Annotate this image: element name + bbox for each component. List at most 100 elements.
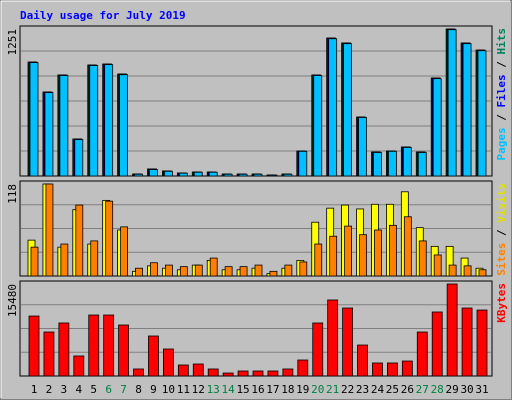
bar xyxy=(223,173,233,177)
bar xyxy=(477,50,487,177)
x-tick-label: 1 xyxy=(31,383,38,396)
bar xyxy=(401,360,413,377)
bar xyxy=(359,234,367,277)
bar xyxy=(431,311,443,377)
bar xyxy=(193,171,203,177)
bar xyxy=(192,363,204,377)
bar xyxy=(60,243,69,277)
bar xyxy=(90,240,99,277)
x-tick-label: 13 xyxy=(207,383,220,396)
bar xyxy=(402,147,412,177)
bar xyxy=(312,322,324,377)
x-tick-label: 30 xyxy=(460,383,473,396)
bar xyxy=(373,152,382,177)
x-tick-label: 4 xyxy=(75,383,82,396)
legend-entry: Hits xyxy=(495,28,508,55)
legend-separator: / xyxy=(495,108,508,128)
bar xyxy=(374,229,382,277)
x-tick-label: 23 xyxy=(356,383,369,396)
y-tick-label: 15480 xyxy=(6,284,19,317)
x-tick-label: 21 xyxy=(326,383,339,396)
bar xyxy=(163,170,173,177)
legend-entry: Files xyxy=(495,74,508,107)
bar xyxy=(43,331,55,377)
bar xyxy=(105,200,114,277)
bar xyxy=(44,92,54,177)
bar xyxy=(329,235,338,277)
x-tick-label: 6 xyxy=(105,383,112,396)
bar xyxy=(164,264,173,277)
bar xyxy=(59,75,69,177)
bar xyxy=(103,314,115,377)
bar xyxy=(448,264,457,277)
bar xyxy=(89,65,99,177)
bar xyxy=(463,265,472,277)
bar xyxy=(314,243,323,277)
x-tick-label: 27 xyxy=(416,383,429,396)
bar xyxy=(417,152,427,177)
bar xyxy=(342,307,354,377)
bar xyxy=(149,169,158,177)
bar xyxy=(476,309,488,377)
bar xyxy=(104,64,114,177)
bar xyxy=(74,139,84,177)
bar xyxy=(433,254,442,277)
legend: Pages / Files / Hits xyxy=(495,28,508,161)
bar xyxy=(45,183,54,277)
bar xyxy=(88,314,100,377)
legend-entry: Pages xyxy=(495,127,508,160)
x-tick-label: 28 xyxy=(431,383,444,396)
x-tick-label: 14 xyxy=(222,383,236,396)
x-tick-label: 31 xyxy=(475,383,488,396)
bar xyxy=(75,204,84,277)
bar xyxy=(58,322,70,377)
x-tick-label: 8 xyxy=(135,383,142,396)
x-tick-label: 11 xyxy=(177,383,190,396)
legend: KBytes xyxy=(495,283,508,323)
x-tick-label: 9 xyxy=(150,383,157,396)
bar xyxy=(239,266,248,277)
bar xyxy=(134,173,143,177)
bar xyxy=(432,78,442,177)
bar xyxy=(372,362,383,377)
legend-separator: / xyxy=(495,223,508,243)
bar xyxy=(135,267,143,277)
bar xyxy=(358,117,367,177)
bar xyxy=(416,331,428,377)
bar xyxy=(462,43,472,177)
bar xyxy=(30,246,39,277)
bar xyxy=(162,348,174,377)
bar xyxy=(343,43,353,177)
x-tick-label: 18 xyxy=(281,383,294,396)
y-tick-label: 1251 xyxy=(6,29,19,56)
bar xyxy=(177,364,189,377)
bar xyxy=(328,38,338,177)
bar xyxy=(388,224,397,277)
x-tick-label: 10 xyxy=(162,383,175,396)
bar xyxy=(327,299,339,377)
bar xyxy=(461,307,473,377)
bar xyxy=(119,74,128,177)
bar xyxy=(148,335,159,377)
bar xyxy=(313,75,323,177)
bar xyxy=(179,266,188,277)
bar xyxy=(297,359,309,377)
x-tick-label: 15 xyxy=(236,383,249,396)
bar xyxy=(283,173,293,177)
legend: Sites / Visits xyxy=(495,183,508,276)
bar xyxy=(284,264,293,277)
bar xyxy=(357,344,368,377)
bar xyxy=(254,264,263,277)
bar xyxy=(178,172,188,177)
x-tick-label: 19 xyxy=(296,383,309,396)
bar xyxy=(268,174,278,177)
x-tick-label: 2 xyxy=(46,383,53,396)
x-tick-label: 29 xyxy=(446,383,459,396)
bar xyxy=(269,270,278,277)
x-tick-label: 12 xyxy=(192,383,205,396)
bar xyxy=(418,240,427,277)
bar xyxy=(209,257,218,277)
bar xyxy=(252,370,264,377)
legend-entry: Sites xyxy=(495,243,508,276)
